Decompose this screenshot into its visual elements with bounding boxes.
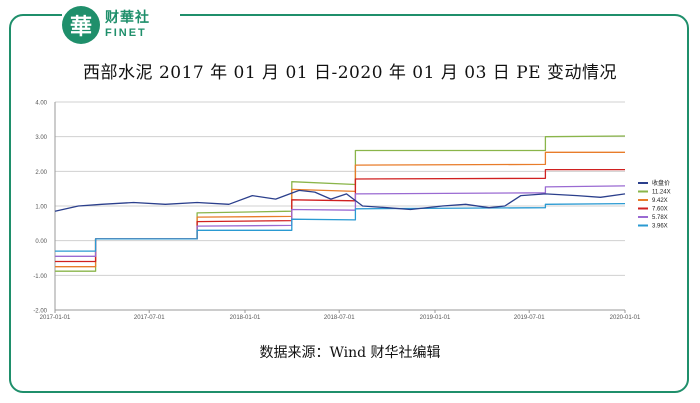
x-tick-label: 2019-07-01: [514, 315, 545, 321]
x-tick-label: 2019-01-01: [420, 315, 451, 321]
logo-text: 财華社 FINET: [105, 11, 150, 39]
y-tick-label: 3.00: [35, 135, 47, 141]
logo-mark: 華: [62, 6, 100, 44]
y-tick-label: -1.00: [33, 274, 47, 280]
y-tick-label: 2.00: [35, 170, 47, 176]
x-tick-label: 2020-01-01: [610, 315, 641, 321]
data-source-note: 数据来源：Wind 财华社编辑: [259, 345, 441, 361]
x-tick-label: 2017-01-01: [40, 315, 71, 321]
series-line: [54, 189, 626, 212]
x-tick-label: 2017-07-01: [134, 315, 165, 321]
legend-label: 9.42X: [652, 198, 668, 204]
chart-title: 西部水泥 2017 年 01 月 01 日-2020 年 01 月 03 日 P…: [83, 63, 617, 83]
series-line: [55, 135, 626, 272]
logo-name-cn: 财華社: [105, 10, 150, 26]
y-tick-label: -2.00: [33, 309, 47, 315]
legend-label: 收盘价: [652, 179, 670, 187]
x-tick-label: 2018-01-01: [230, 315, 261, 321]
y-tick-label: 0.00: [35, 239, 47, 245]
x-tick-label: 2018-07-01: [324, 315, 355, 321]
finet-logo: 華 财華社 FINET: [62, 4, 180, 46]
legend-label: 3.96X: [652, 224, 668, 230]
logo-name-en: FINET: [105, 27, 147, 39]
legend-label: 7.60X: [652, 207, 668, 213]
y-tick-label: 4.00: [35, 101, 47, 107]
legend-label: 11.24X: [652, 190, 671, 196]
series-line: [55, 202, 626, 252]
y-tick-label: 1.00: [35, 205, 47, 211]
legend-label: 5.78X: [652, 215, 668, 221]
